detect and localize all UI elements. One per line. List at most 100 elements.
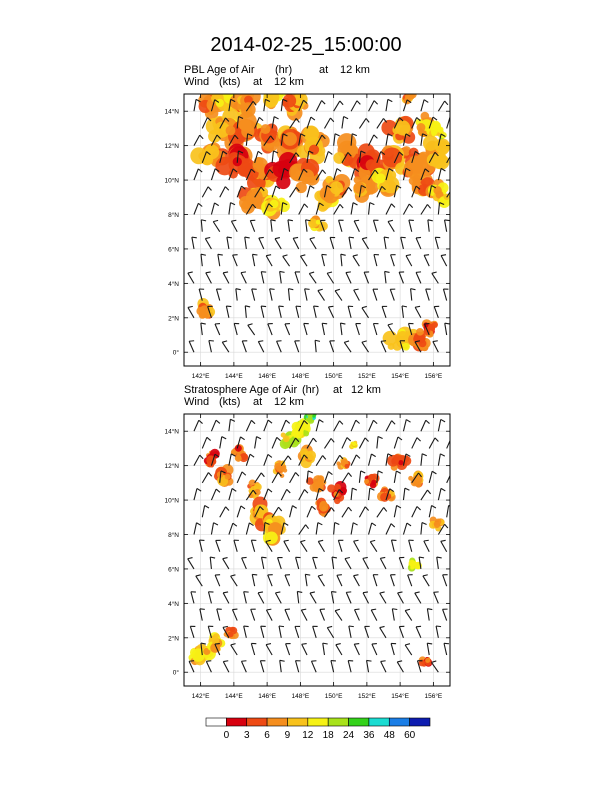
wind-barb [306, 470, 313, 483]
wind-barb [274, 591, 282, 604]
age-cell [418, 339, 427, 348]
wind-barb [280, 202, 288, 215]
wind-barb [210, 202, 220, 215]
age-cell [341, 459, 348, 465]
wind-barb [230, 574, 238, 587]
y-tick-label: 6°N [168, 565, 179, 573]
wind-barb [345, 591, 352, 604]
wind-barb [287, 219, 293, 232]
age-cell [382, 175, 400, 194]
wind-barb [331, 556, 338, 570]
wind-barb [404, 608, 413, 621]
wind-barb [278, 305, 284, 318]
wind-barb [188, 340, 195, 353]
wind-barb [260, 271, 267, 284]
wind-barb [193, 168, 203, 181]
wind-barb [228, 453, 236, 466]
wind-barb [436, 556, 442, 570]
wind-barb [385, 133, 393, 146]
age-of-air-patch [247, 479, 262, 499]
wind-barb [292, 236, 300, 250]
wind-barb [341, 437, 352, 449]
wind-barb [437, 202, 445, 215]
age-cell [392, 341, 403, 351]
wind-barb [301, 642, 308, 656]
wind-barb [201, 151, 211, 164]
wind-barb [250, 539, 257, 552]
y-tick-label: 12°N [164, 462, 179, 470]
age-cell [403, 158, 424, 179]
wind-barb [228, 168, 238, 181]
x-tick-label: 152°E [358, 372, 376, 380]
wind-barb [370, 608, 378, 621]
wind-barb [263, 419, 273, 432]
wind-barb [385, 523, 396, 535]
age-cell [306, 450, 317, 461]
wind-barb [233, 322, 240, 336]
colorbar-tick-label: 24 [343, 730, 355, 741]
wind-barb [193, 454, 204, 466]
wind-barb [358, 437, 369, 449]
wind-barb [189, 625, 196, 638]
wind-barb [279, 659, 285, 673]
wind-barb [207, 591, 214, 604]
wind-barb [361, 340, 369, 353]
wind-barb [222, 591, 230, 604]
wind-barb [324, 117, 335, 129]
age-cell [292, 427, 304, 439]
wind-barb [298, 489, 309, 501]
wind-barb [276, 340, 282, 353]
wind-barb [315, 522, 323, 535]
wind-barb [379, 625, 387, 639]
wind-barb [278, 625, 285, 638]
wind-barb [368, 169, 379, 181]
age-cell [300, 169, 315, 183]
wind-barb [372, 288, 378, 301]
age-cell [416, 123, 426, 132]
wind-barb [368, 453, 376, 466]
wind-barb [309, 591, 317, 604]
wind-barb [200, 253, 206, 267]
wind-barb [376, 470, 383, 483]
wind-barb [446, 474, 450, 484]
wind-barb [384, 270, 390, 284]
age-cell [211, 636, 220, 645]
wind-barb [315, 202, 324, 215]
wind-barb [368, 134, 378, 146]
x-tick-label: 148°E [291, 372, 309, 380]
colorbar-swatch [226, 717, 248, 727]
wind-barb [322, 642, 328, 656]
wind-barb [279, 270, 285, 284]
wind-barb [341, 506, 353, 518]
wind-barb [353, 574, 360, 587]
age-cell [365, 180, 379, 194]
wind-barb [434, 236, 441, 250]
age-cell [435, 518, 442, 525]
wind-barb [426, 642, 433, 656]
wind-barb [271, 116, 279, 129]
panel1-wind-level: 12 km [274, 76, 304, 88]
wind-barb [387, 219, 395, 233]
wind-barb [361, 237, 370, 250]
x-tick-label: 142°E [192, 372, 210, 380]
wind-barb [393, 505, 402, 518]
wind-barb [428, 437, 439, 449]
wind-barb [376, 118, 388, 129]
wind-barb [343, 340, 352, 353]
wind-barb [397, 591, 404, 604]
age-of-air-patch [381, 144, 412, 175]
age-of-air-patch [264, 152, 301, 190]
wind-barb [341, 186, 353, 198]
age-cell [344, 463, 350, 469]
wind-barb [355, 323, 361, 336]
age-of-air-patch [306, 475, 327, 493]
wind-barb [420, 419, 430, 432]
wind-barb [379, 591, 387, 604]
age-cell [280, 432, 286, 438]
age-cell [333, 497, 341, 505]
wind-barb [323, 471, 333, 484]
panel2-wind-units: (kts) [219, 396, 240, 408]
wind-barb [344, 556, 352, 570]
wind-barb [294, 340, 300, 353]
wind-barb [408, 539, 414, 552]
